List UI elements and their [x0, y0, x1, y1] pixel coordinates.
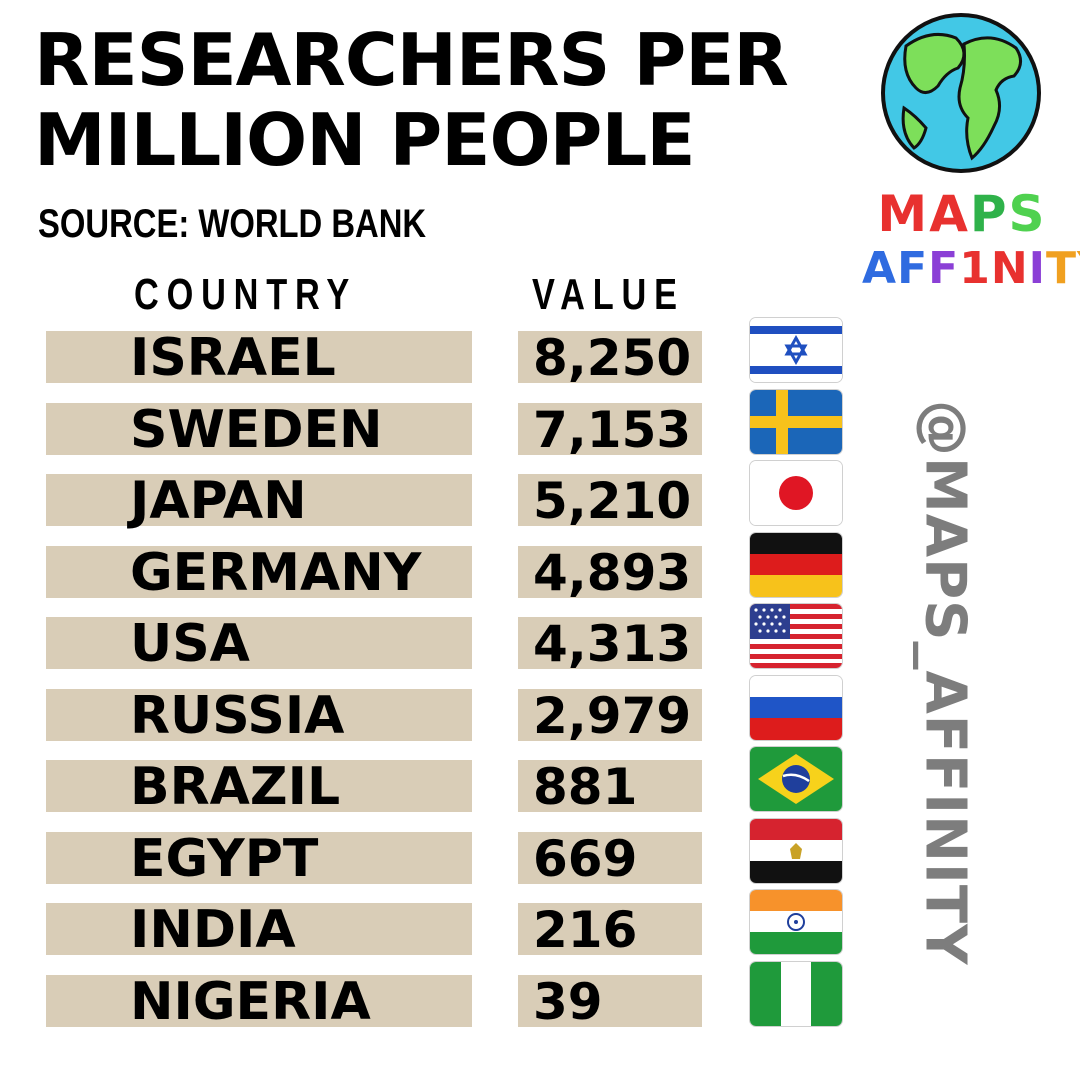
country-bar [46, 617, 472, 669]
israel-flag-icon [750, 318, 842, 382]
value-column-header: VALUE [532, 270, 685, 319]
value-bar [518, 474, 702, 526]
country-value: 5,210 [533, 472, 692, 530]
country-value: 2,979 [533, 686, 692, 745]
logo-letter: 1 [959, 243, 991, 294]
country-bar [46, 974, 472, 1027]
country-value: 881 [533, 758, 638, 816]
country-name: BRAZIL [130, 757, 341, 817]
logo-letter: Y [1077, 243, 1080, 294]
japan-flag-icon [750, 461, 842, 525]
usa-flag-icon [750, 604, 842, 668]
egypt-flag-icon [750, 818, 842, 883]
country-value: 39 [533, 972, 603, 1031]
country-value: 216 [533, 901, 638, 959]
country-value: 4,313 [533, 615, 692, 673]
logo-letter: A [929, 185, 970, 243]
logo-line-2: AFF1NITY [862, 243, 1080, 295]
country-bar [46, 688, 472, 741]
india-flag-icon [750, 890, 842, 954]
country-name: JAPAN [130, 471, 307, 531]
country-name: ISRAEL [130, 328, 336, 388]
table-row: GERMANY 4,893 [0, 532, 900, 605]
country-column-header: COUNTRY [134, 270, 358, 319]
country-name: RUSSIA [130, 685, 345, 746]
country-value: 4,893 [533, 543, 692, 602]
nigeria-flag-icon [750, 961, 842, 1026]
value-bar [518, 545, 702, 598]
country-bar [46, 903, 472, 955]
title-line-1: RESEARCHERS PER [34, 18, 789, 102]
brand-logo: MAPS AFF1NITY [862, 185, 1080, 295]
logo-letter: A [862, 243, 898, 294]
country-name: USA [130, 614, 250, 674]
logo-letter: N [990, 243, 1029, 294]
logo-line-1: MAPS [862, 185, 1062, 243]
globe-icon [876, 8, 1046, 178]
logo-letter: S [1008, 185, 1047, 243]
table-row: SWEDEN 7,153 [0, 389, 900, 462]
logo-letter: I [1028, 243, 1047, 294]
country-name: INDIA [130, 900, 296, 960]
country-bar [46, 474, 472, 526]
brazil-flag-icon [750, 747, 842, 811]
country-bar [46, 760, 472, 812]
value-bar [518, 831, 702, 884]
value-bar [518, 760, 702, 812]
value-bar [518, 617, 702, 669]
country-bar [46, 545, 472, 598]
table-row: JAPAN 5,210 [0, 461, 900, 533]
logo-letter: T [1046, 243, 1078, 294]
logo-letter: F [928, 243, 960, 294]
value-bar [518, 903, 702, 955]
logo-letter: P [969, 185, 1009, 243]
russia-flag-icon [750, 675, 842, 740]
country-name: NIGERIA [130, 971, 371, 1032]
value-bar [518, 974, 702, 1027]
title-line-2: MILLION PEOPLE [34, 98, 696, 182]
source-label: SOURCE: WORLD BANK [38, 202, 427, 246]
value-bar [518, 688, 702, 741]
sweden-flag-icon [750, 389, 842, 454]
country-value: 669 [533, 829, 638, 888]
country-name: EGYPT [130, 828, 319, 889]
country-name: SWEDEN [130, 399, 383, 460]
country-value: 7,153 [533, 400, 692, 459]
social-handle-text: @MAPS_AFFINITY [912, 400, 978, 966]
table-row: USA 4,313 [0, 604, 900, 676]
country-name: GERMANY [130, 542, 422, 603]
table-row: ISRAEL 8,250 [0, 318, 900, 390]
table-row: EGYPT 669 [0, 818, 900, 891]
logo-letter: M [877, 185, 930, 243]
country-value: 8,250 [533, 329, 692, 387]
table-row: RUSSIA 2,979 [0, 675, 900, 748]
germany-flag-icon [750, 532, 842, 597]
country-bar [46, 831, 472, 884]
table-row: INDIA 216 [0, 890, 900, 962]
logo-letter: F [897, 243, 929, 294]
value-bar [518, 402, 702, 455]
value-bar [518, 331, 702, 383]
page-title: RESEARCHERS PER MILLION PEOPLE [34, 18, 789, 182]
table-row: NIGERIA 39 [0, 961, 900, 1034]
country-bar [46, 402, 472, 455]
table-row: BRAZIL 881 [0, 747, 900, 819]
country-bar [46, 331, 472, 383]
